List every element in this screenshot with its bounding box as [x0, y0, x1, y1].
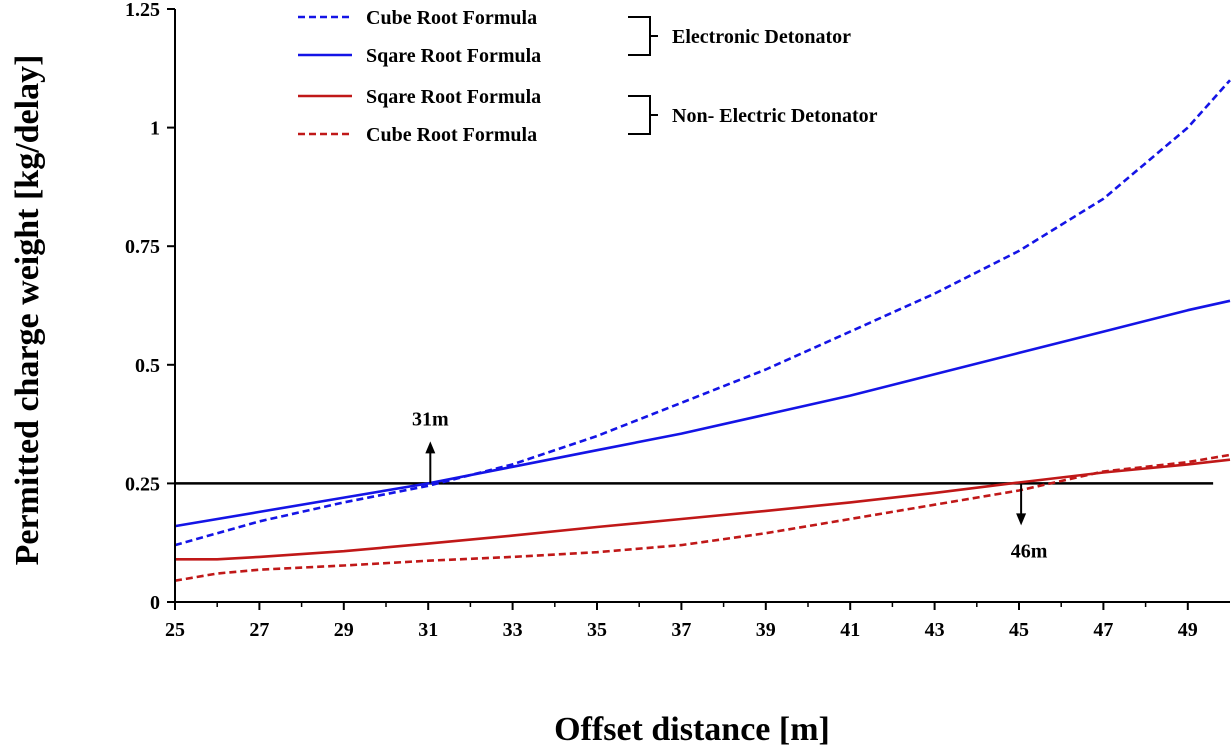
x-tick-label: 31 [418, 619, 438, 641]
series-line-non-electric-3 [174, 453, 1231, 582]
x-tick-label: 43 [925, 619, 945, 641]
legend-group-label: Electronic Detonator [672, 26, 851, 48]
y-tick-label: 1 [150, 118, 160, 140]
series-line-non-electric-2 [175, 458, 1231, 561]
legend-label: Cube Root Formula [366, 7, 537, 29]
legend-label: Sqare Root Formula [366, 45, 541, 67]
annotation-label: 46m [1011, 540, 1048, 562]
y-tick-label: 0.5 [135, 355, 160, 377]
legend-group-bracket [628, 16, 658, 56]
y-axis-title: Permitted charge weight [kg/delay] [9, 55, 46, 566]
x-axis-title: Offset distance [m] [554, 711, 830, 748]
legend-label: Sqare Root Formula [366, 86, 541, 108]
legend-label: Cube Root Formula [366, 124, 537, 146]
x-tick-label: 37 [671, 619, 691, 641]
x-tick-label: 27 [249, 619, 269, 641]
legend-group-bracket [628, 95, 658, 135]
y-tick-label: 0 [150, 592, 160, 614]
x-tick-label: 41 [840, 619, 860, 641]
x-tick-label: 39 [756, 619, 776, 641]
x-tick-label: 29 [334, 619, 354, 641]
annotation-arrowhead [425, 441, 436, 454]
y-tick-label: 1.25 [125, 0, 160, 21]
x-tick-label: 49 [1178, 619, 1198, 641]
y-tick-label: 0.75 [125, 236, 160, 258]
series-line-electronic-0 [174, 79, 1231, 547]
x-tick-label: 33 [503, 619, 523, 641]
x-tick-label: 35 [587, 619, 607, 641]
legend-group-label: Non- Electric Detonator [672, 105, 878, 127]
x-tick-label: 47 [1093, 619, 1113, 641]
y-tick-label: 0.25 [125, 473, 160, 495]
x-tick-label: 45 [1009, 619, 1029, 641]
legend: Cube Root Formula Sqare Root Formula Sqare… [298, 7, 878, 146]
annotation-arrowhead [1016, 513, 1027, 526]
plot-area: 31m 46m [174, 79, 1231, 582]
annotation-label: 31m [412, 408, 449, 430]
axes: 25 27 29 31 33 35 37 39 41 43 45 47 49 0 0.25 0.5 0.75 1 1… [125, 0, 1230, 641]
x-tick-label: 25 [165, 619, 185, 641]
series-line-electronic-1 [174, 299, 1231, 528]
